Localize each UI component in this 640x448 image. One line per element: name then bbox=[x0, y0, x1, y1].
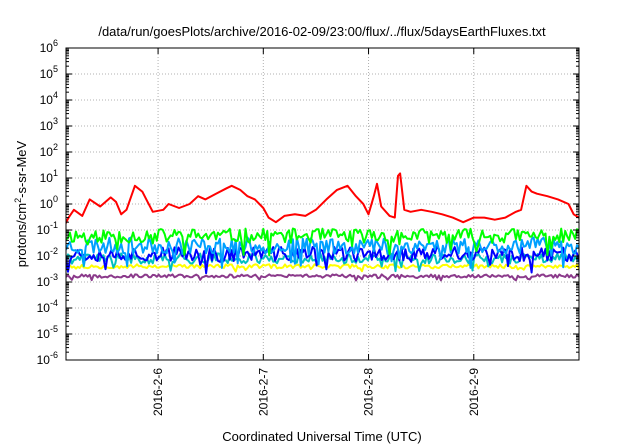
y-tick-label: 10-6 bbox=[37, 350, 58, 367]
y-tick-label: 101 bbox=[40, 168, 58, 185]
y-tick-label: 10-3 bbox=[37, 272, 58, 289]
plot-frame bbox=[65, 47, 580, 361]
chart-title: /data/run/goesPlots/archive/2016-02-09/2… bbox=[98, 24, 546, 39]
x-axis-ticks: 2016-2-6 2016-2-7 2016-2-8 2016-2-9 bbox=[151, 48, 481, 416]
y-tick-label: 10-1 bbox=[37, 220, 58, 237]
y-tick-label: 10-5 bbox=[37, 324, 58, 341]
y-tick-label: 106 bbox=[40, 38, 58, 55]
y-axis-ticks: 106 105 104 103 102 101 100 10-1 10-2 10-3 10-4 10-… bbox=[37, 38, 579, 367]
chart-grid bbox=[66, 48, 579, 360]
x-tick-label: 2016-2-6 bbox=[151, 368, 165, 416]
x-tick-label: 2016-2-9 bbox=[467, 368, 481, 416]
y-tick-label: 103 bbox=[40, 116, 58, 133]
y-tick-label: 104 bbox=[40, 90, 58, 107]
series-line bbox=[66, 172, 579, 225]
series-line bbox=[66, 263, 579, 273]
y-tick-label: 100 bbox=[40, 194, 58, 211]
x-tick-label: 2016-2-7 bbox=[256, 368, 270, 416]
y-tick-label: 102 bbox=[40, 142, 58, 159]
y-tick-label: 10-2 bbox=[37, 246, 58, 263]
series-line bbox=[66, 227, 579, 257]
series-line bbox=[66, 252, 579, 273]
series-line bbox=[66, 273, 579, 282]
y-tick-label: 105 bbox=[40, 64, 58, 81]
series-line bbox=[66, 236, 579, 269]
x-tick-label: 2016-2-8 bbox=[362, 368, 376, 416]
series-line bbox=[66, 246, 579, 275]
y-tick-label: 10-4 bbox=[37, 298, 58, 315]
y-axis-label: protons/cm2-s-sr-MeV bbox=[13, 140, 29, 267]
chart-series bbox=[66, 172, 579, 282]
x-axis-label: Coordinated Universal Time (UTC) bbox=[222, 429, 421, 444]
